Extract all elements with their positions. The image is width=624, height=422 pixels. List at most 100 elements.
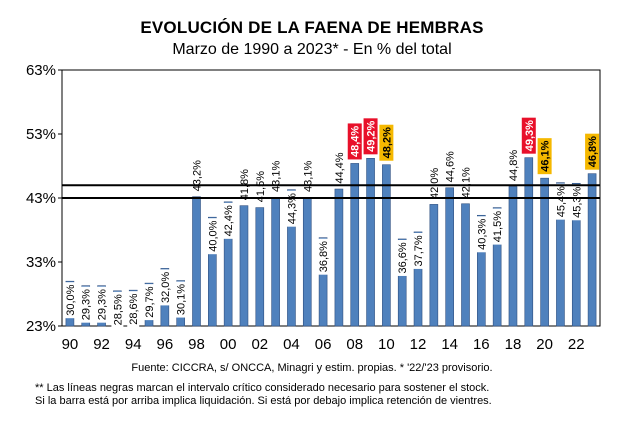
data-label-backing <box>222 202 235 239</box>
x-tick-label: 90 <box>62 336 79 353</box>
data-label: 29,3% <box>97 289 109 320</box>
data-label: 29,3% <box>81 289 93 320</box>
y-tick-label: 23% <box>26 318 56 335</box>
data-label-backing <box>95 286 108 323</box>
y-axis-labels: 23% 33% 43% 53% 63% <box>26 62 62 335</box>
data-label: 37,7% <box>413 235 425 266</box>
data-label: 49,3% <box>524 120 536 151</box>
plot-area: 30,0% 29,3% 29,3% 28,5% 28,6% 29,7% 32,0% 30,1%… <box>61 69 601 328</box>
x-tick-label: 00 <box>220 336 237 353</box>
x-tick-label: 96 <box>157 336 174 353</box>
data-label: 48,2% <box>381 127 393 158</box>
bar-2015 <box>461 203 470 327</box>
data-label: 40,3% <box>476 218 488 249</box>
bar-2019 <box>524 157 534 327</box>
data-label: 41,5% <box>255 171 267 202</box>
data-label: 49,2% <box>366 121 378 152</box>
data-label: 42,0% <box>429 168 441 199</box>
data-label: 43,2% <box>192 160 204 191</box>
data-label-backing <box>554 183 567 220</box>
highlight-label-box <box>537 138 552 175</box>
data-label-backing <box>111 291 124 328</box>
x-axis-labels: 90 92 94 96 98 00 02 04 06 08 10 12 14 16 18 20 22 <box>62 336 585 353</box>
bar-2021 <box>556 182 565 327</box>
data-label: 44,6% <box>445 151 457 182</box>
bar-2014 <box>445 187 454 327</box>
x-tick-label: 16 <box>473 336 490 353</box>
chart-subtitle: Marzo de 1990 a 2023* - En % del total <box>172 41 452 58</box>
data-label: 30,0% <box>65 284 77 315</box>
y-tick-label: 43% <box>26 190 56 207</box>
y-tick-label: 33% <box>26 254 56 271</box>
bar-2012 <box>413 231 423 327</box>
data-label: 42,1% <box>461 167 473 198</box>
bar-2005 <box>302 197 312 327</box>
x-tick-label: 06 <box>315 336 332 353</box>
data-label-backing <box>412 232 425 269</box>
highlight-label-box <box>521 117 536 154</box>
data-label-backing <box>570 184 583 221</box>
data-label: 46,8% <box>587 136 599 167</box>
data-label: 44,8% <box>508 150 520 181</box>
bar-1998 <box>192 196 201 327</box>
data-label-backing <box>143 284 156 321</box>
bar-2007 <box>334 188 344 327</box>
data-label-backing <box>127 291 140 328</box>
data-label-backing <box>317 238 330 275</box>
bar-2023 <box>587 173 597 327</box>
data-label-backing <box>174 281 187 318</box>
data-label-backing <box>63 282 76 319</box>
bar-2013 <box>429 204 439 327</box>
x-tick-label: 12 <box>410 336 427 353</box>
y-tick-label: 63% <box>26 62 56 79</box>
data-label: 44,4% <box>334 152 346 183</box>
data-label: 42,4% <box>223 205 235 236</box>
x-tick-label: 08 <box>346 336 363 353</box>
data-label: 40,0% <box>207 220 219 251</box>
data-label-backing <box>475 216 488 253</box>
data-label: 29,7% <box>144 286 156 317</box>
x-tick-label: 94 <box>125 336 142 353</box>
footnote-line-1: ** Las líneas negras marcan el intervalo… <box>35 382 490 394</box>
data-label: 36,8% <box>318 241 330 272</box>
data-label: 45,4% <box>555 186 567 217</box>
bar-2016 <box>477 214 486 327</box>
highlight-label-box <box>585 133 600 170</box>
x-tick-label: 14 <box>441 336 458 353</box>
x-tick-label: 20 <box>536 336 553 353</box>
data-label: 43,1% <box>302 161 314 192</box>
data-label: 45,3% <box>571 186 583 217</box>
bar-2003 <box>271 197 280 327</box>
bar-2008 <box>350 163 360 327</box>
bar-2017 <box>492 207 502 327</box>
data-label: 36,6% <box>397 242 409 273</box>
bar-2001 <box>239 205 249 327</box>
bar-chart: 23%33%43%53%63% 30,0% 29,3% 29,3% 28,5% 28,6… <box>26 62 601 353</box>
x-tick-label: 04 <box>283 336 300 353</box>
x-tick-label: 22 <box>568 336 585 353</box>
data-label: 30,1% <box>176 284 188 315</box>
highlight-label-box <box>363 118 378 155</box>
data-label: 32,0% <box>160 272 172 303</box>
footnote-line-2: Si la barra está por arriba implica liqu… <box>35 395 492 407</box>
data-label-backing <box>285 190 298 227</box>
bar-2011 <box>397 238 407 327</box>
x-tick-label: 18 <box>505 336 522 353</box>
data-label-backing <box>396 239 409 276</box>
bar-2010 <box>382 164 391 327</box>
x-tick-label: 98 <box>188 336 205 353</box>
data-label: 41,5% <box>492 211 504 242</box>
data-label: 48,4% <box>350 126 362 157</box>
data-label-backing <box>206 218 219 255</box>
data-label: 43,1% <box>271 161 283 192</box>
bar-2009 <box>366 158 375 327</box>
data-label-backing <box>158 269 171 306</box>
chart-title: EVOLUCIÓN DE LA FAENA DE HEMBRAS <box>140 18 484 37</box>
bar-2000 <box>223 201 233 327</box>
data-label: 46,1% <box>540 140 552 171</box>
bar-2020 <box>540 177 549 327</box>
x-tick-label: 10 <box>378 336 395 353</box>
x-tick-label: 02 <box>251 336 268 353</box>
y-tick-label: 53% <box>26 126 56 143</box>
x-tick-label: 92 <box>93 336 110 353</box>
